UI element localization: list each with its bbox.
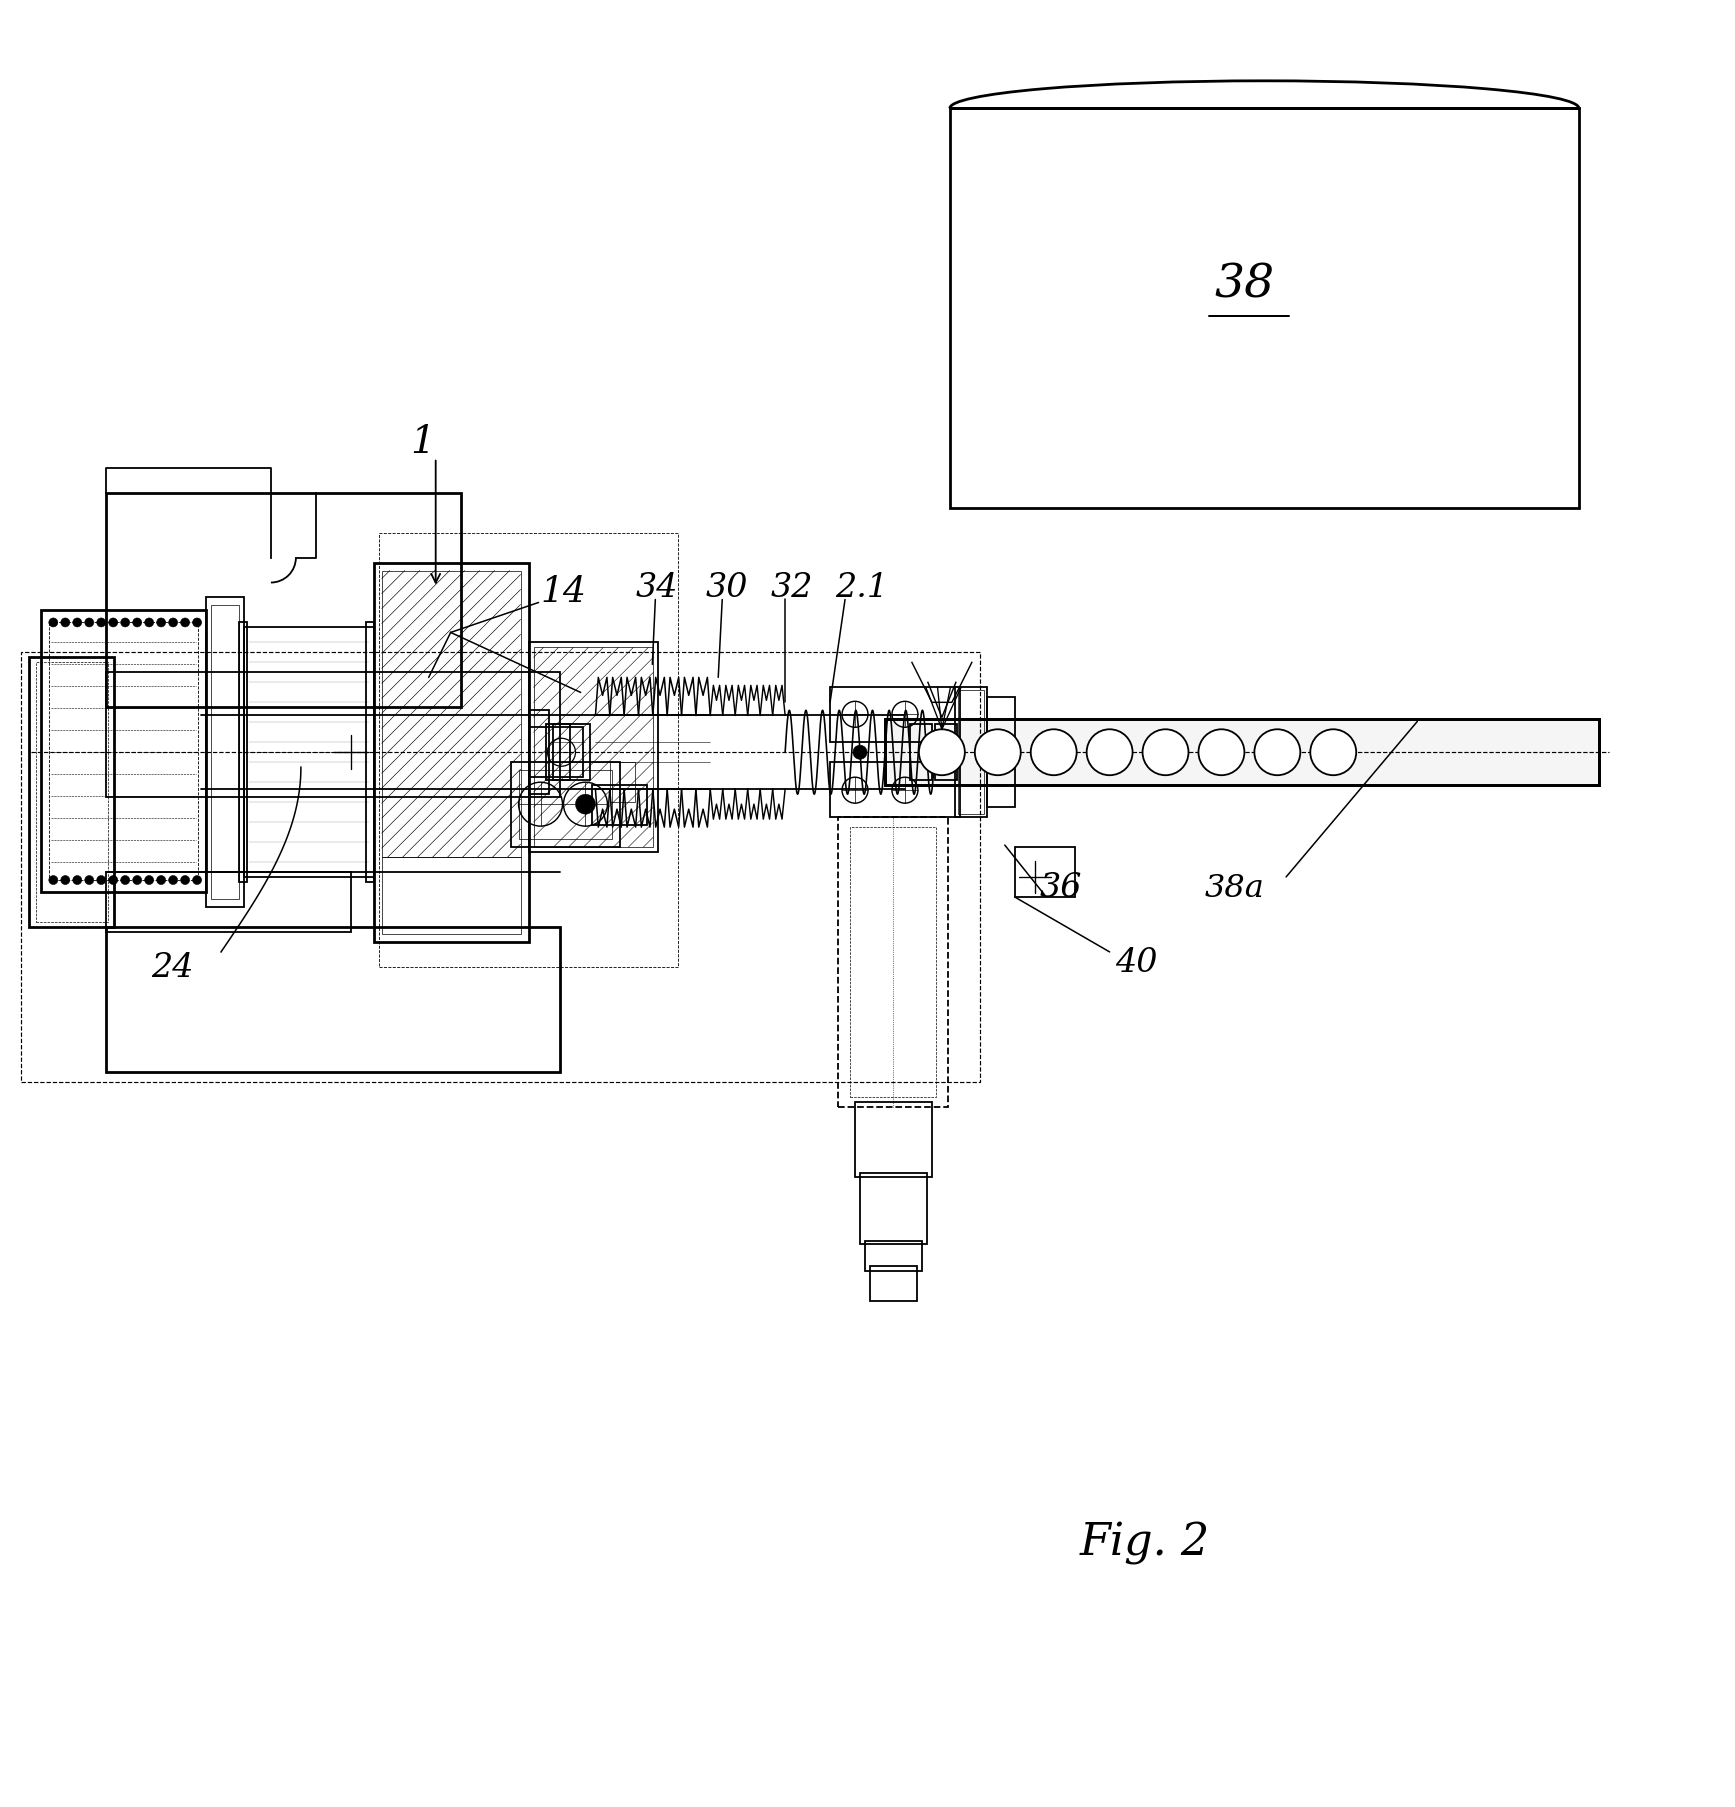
Circle shape — [180, 618, 189, 627]
Circle shape — [49, 876, 57, 885]
Bar — [378, 533, 678, 967]
Bar — [206, 598, 245, 907]
Bar — [212, 605, 239, 900]
Circle shape — [85, 876, 94, 885]
Circle shape — [1031, 730, 1077, 775]
Circle shape — [144, 876, 154, 885]
Bar — [373, 562, 529, 941]
Text: 40: 40 — [1114, 947, 1157, 979]
Circle shape — [132, 618, 142, 627]
Text: 1: 1 — [411, 423, 435, 461]
Circle shape — [61, 618, 69, 627]
Circle shape — [109, 618, 118, 627]
Bar — [382, 857, 520, 934]
Bar — [510, 763, 621, 847]
Circle shape — [156, 876, 165, 885]
Bar — [545, 725, 590, 781]
Circle shape — [144, 618, 154, 627]
Circle shape — [49, 618, 57, 627]
Bar — [519, 770, 612, 838]
Circle shape — [576, 793, 595, 815]
Circle shape — [109, 876, 118, 885]
Bar — [885, 719, 1600, 786]
Text: 30: 30 — [704, 573, 748, 605]
Circle shape — [1199, 730, 1244, 775]
Circle shape — [73, 618, 82, 627]
Bar — [29, 658, 115, 927]
Bar — [382, 571, 520, 857]
Text: 2.1: 2.1 — [835, 573, 888, 605]
Bar — [958, 690, 984, 815]
Circle shape — [121, 876, 130, 885]
Circle shape — [193, 876, 201, 885]
Bar — [529, 710, 548, 793]
Text: 34: 34 — [635, 573, 678, 605]
Bar — [529, 643, 658, 853]
Circle shape — [1254, 730, 1300, 775]
Bar — [866, 1241, 921, 1272]
Bar — [885, 719, 1600, 786]
Bar — [838, 817, 947, 1106]
Bar — [829, 687, 959, 743]
Bar — [855, 1102, 932, 1176]
Circle shape — [920, 730, 965, 775]
Bar — [829, 763, 959, 817]
Circle shape — [121, 618, 130, 627]
Text: 38a: 38a — [1204, 873, 1265, 904]
Bar — [106, 927, 560, 1072]
Bar — [366, 622, 373, 882]
Text: 38: 38 — [1214, 262, 1275, 307]
Circle shape — [156, 618, 165, 627]
Circle shape — [132, 876, 142, 885]
Bar — [987, 763, 1015, 808]
Bar — [106, 493, 462, 707]
Bar — [869, 1267, 916, 1301]
Circle shape — [97, 876, 106, 885]
Bar — [611, 763, 635, 802]
Text: 14: 14 — [541, 575, 586, 609]
Circle shape — [97, 618, 106, 627]
Bar — [106, 873, 350, 932]
Circle shape — [85, 618, 94, 627]
Bar — [987, 698, 1015, 743]
Text: Fig. 2: Fig. 2 — [1079, 1521, 1209, 1565]
Circle shape — [61, 876, 69, 885]
Bar — [954, 687, 987, 817]
Text: 36: 36 — [1039, 873, 1083, 904]
Bar — [49, 622, 198, 880]
Bar — [592, 786, 647, 826]
Bar — [861, 1173, 926, 1245]
Bar — [106, 672, 560, 797]
Bar — [1015, 847, 1074, 896]
Circle shape — [180, 876, 189, 885]
Circle shape — [1086, 730, 1133, 775]
Circle shape — [1143, 730, 1188, 775]
Bar — [909, 725, 932, 781]
Circle shape — [975, 730, 1020, 775]
Bar — [42, 611, 206, 893]
Bar — [850, 828, 935, 1097]
Bar — [529, 726, 583, 777]
Circle shape — [168, 876, 177, 885]
Circle shape — [73, 876, 82, 885]
Circle shape — [1310, 730, 1357, 775]
Bar — [245, 627, 373, 876]
Bar — [949, 108, 1579, 508]
Bar — [935, 725, 958, 781]
Circle shape — [854, 744, 868, 759]
Bar — [239, 622, 246, 882]
Text: 32: 32 — [770, 573, 812, 605]
Text: 24: 24 — [151, 952, 194, 983]
Circle shape — [193, 618, 201, 627]
Bar — [534, 647, 654, 847]
Bar — [21, 652, 980, 1082]
Bar — [36, 663, 108, 922]
Circle shape — [168, 618, 177, 627]
